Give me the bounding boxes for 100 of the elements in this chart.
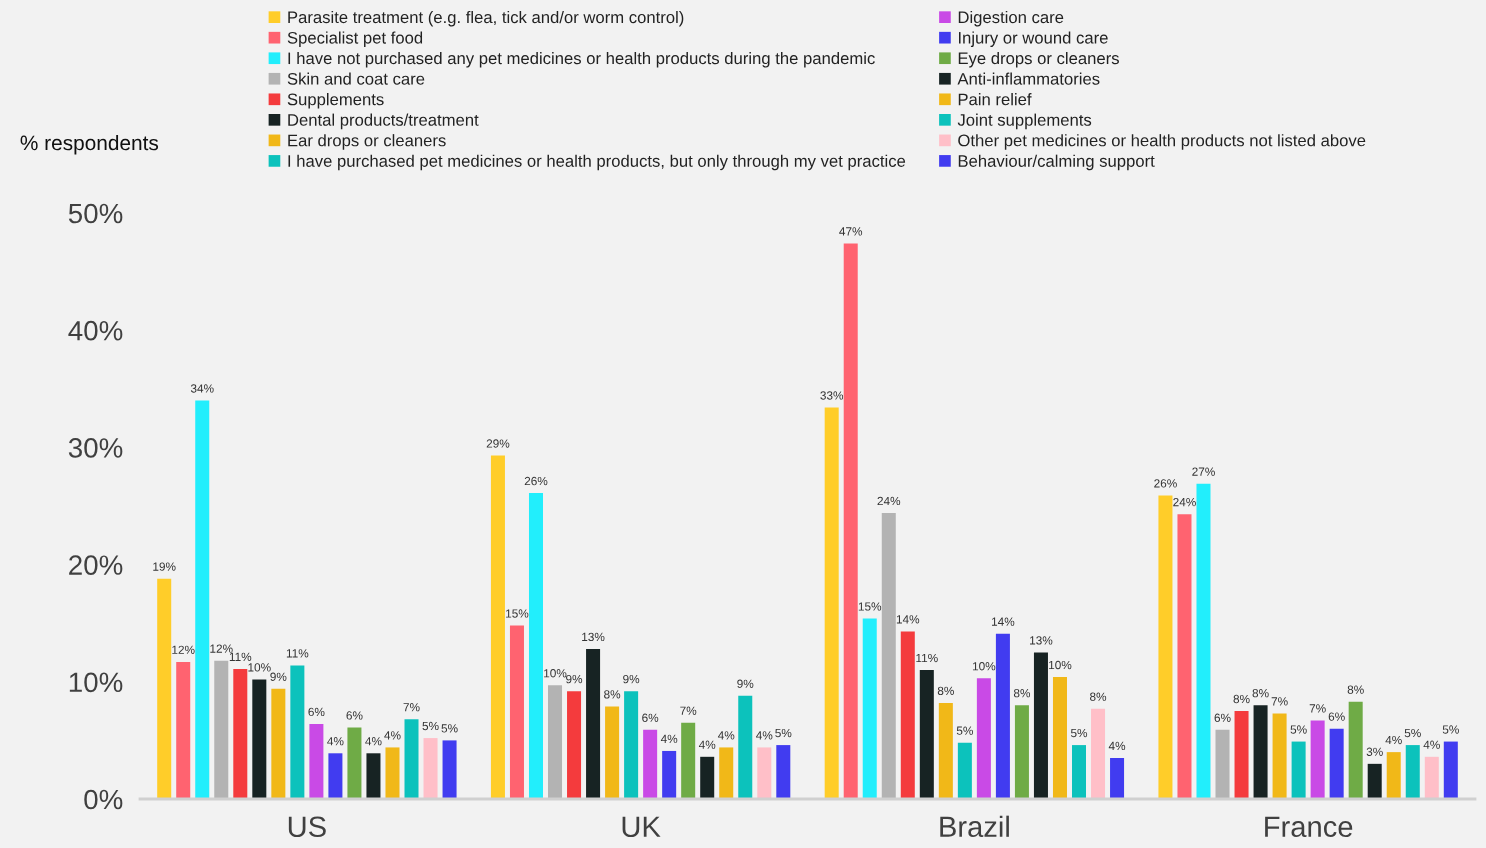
- bar: [509, 625, 524, 799]
- x-tick-label: UK: [622, 816, 661, 838]
- data-label: 15%: [506, 609, 529, 618]
- bar: [1253, 705, 1268, 799]
- data-label: 6%: [1328, 712, 1345, 721]
- data-label: 8%: [1013, 688, 1031, 698]
- legend-label: Supplements: [287, 93, 384, 109]
- bar: [843, 243, 858, 799]
- bar: [1158, 495, 1173, 799]
- bar: [776, 745, 791, 799]
- bar: [824, 407, 839, 799]
- bar: [605, 706, 620, 799]
- bar: [1367, 763, 1382, 799]
- bar: [176, 661, 191, 799]
- data-label: 9%: [623, 674, 640, 684]
- bar: [567, 691, 582, 799]
- data-label: 4%: [698, 740, 716, 749]
- bar: [1329, 728, 1344, 799]
- legend-label: Dental products/treatment: [288, 113, 479, 130]
- data-label: 10%: [248, 663, 271, 672]
- data-label: 24%: [877, 496, 901, 506]
- bar: [662, 750, 677, 799]
- data-label: 8%: [1347, 685, 1364, 694]
- bar: [214, 660, 229, 799]
- y-tick-label: 20%: [69, 555, 123, 575]
- data-label: 9%: [737, 679, 754, 688]
- bar: [252, 679, 267, 799]
- data-label: 7%: [1309, 704, 1326, 713]
- data-label: 10%: [972, 662, 996, 671]
- bar: [1234, 711, 1249, 799]
- bar: [328, 753, 343, 799]
- legend-label: Skin and coat care: [287, 72, 425, 85]
- data-label: 8%: [1233, 694, 1250, 704]
- data-label: 7%: [403, 703, 420, 712]
- bar: [757, 747, 772, 799]
- bar: [404, 719, 419, 799]
- data-label: 9%: [270, 672, 287, 681]
- data-label: 5%: [1070, 728, 1088, 738]
- legend-label: Parasite treatment (e.g. flea, tick and/or worm control): [288, 10, 684, 27]
- bar: [1110, 757, 1125, 799]
- data-label: 4%: [1108, 741, 1126, 751]
- data-label: 14%: [896, 615, 920, 624]
- data-label: 47%: [839, 227, 863, 236]
- bar: [423, 738, 438, 799]
- x-tick-label: US: [288, 816, 326, 838]
- data-label: 8%: [604, 690, 621, 699]
- legend-label: I have not purchased any pet medicines or health products during the pandemic: [288, 51, 875, 68]
- data-label: 5%: [775, 728, 792, 738]
- data-label: 11%: [286, 649, 309, 658]
- data-label: 5%: [1290, 725, 1307, 734]
- data-label: 4%: [365, 737, 382, 746]
- legend-label: Eye drops or cleaners: [958, 51, 1119, 68]
- data-label: 8%: [1090, 692, 1107, 701]
- bar: [1424, 756, 1439, 799]
- legend-label: Anti-inflammatories: [957, 72, 1100, 85]
- data-label: 15%: [858, 602, 882, 611]
- bar: [624, 691, 639, 799]
- data-label: 6%: [642, 713, 659, 722]
- data-label: 11%: [916, 653, 938, 663]
- data-label: 33%: [820, 391, 844, 400]
- bar: [528, 493, 543, 799]
- bar: [900, 631, 915, 799]
- bar: [1405, 745, 1420, 799]
- bar: [385, 747, 400, 799]
- data-label: 26%: [524, 476, 548, 486]
- bar: [738, 695, 753, 799]
- data-label: 4%: [327, 737, 344, 746]
- data-label: 26%: [1154, 479, 1177, 488]
- bar: [366, 753, 381, 799]
- bar: [1052, 677, 1067, 799]
- bar: [700, 756, 715, 799]
- bar: [490, 455, 505, 799]
- data-label: 19%: [153, 562, 176, 571]
- bar: [957, 742, 972, 799]
- data-label: 5%: [956, 726, 973, 735]
- bar: [1215, 729, 1230, 799]
- data-label: 27%: [1192, 467, 1215, 476]
- bar: [1272, 713, 1287, 799]
- bar: [442, 740, 457, 799]
- data-label: 34%: [190, 384, 214, 393]
- legend-label: Injury or wound care: [958, 31, 1108, 47]
- data-label: 6%: [1214, 713, 1231, 722]
- legend-label: Ear drops or cleaners: [288, 134, 446, 150]
- y-tick-label: 40%: [68, 320, 123, 341]
- data-label: 12%: [172, 645, 195, 654]
- data-label: 12%: [210, 644, 233, 653]
- data-label: 5%: [422, 721, 439, 731]
- bar: [1443, 741, 1458, 799]
- bar: [309, 723, 324, 799]
- data-label: 4%: [384, 731, 401, 740]
- x-tick-label: France: [1265, 816, 1353, 838]
- data-label: 13%: [1030, 636, 1053, 645]
- data-label: 4%: [756, 731, 773, 740]
- bar: [1091, 708, 1106, 799]
- data-label: 24%: [1173, 497, 1196, 507]
- data-label: 7%: [680, 706, 697, 715]
- data-label: 3%: [1366, 747, 1383, 756]
- data-label: 10%: [1049, 660, 1072, 670]
- bar: [881, 513, 896, 799]
- data-label: 14%: [992, 617, 1015, 626]
